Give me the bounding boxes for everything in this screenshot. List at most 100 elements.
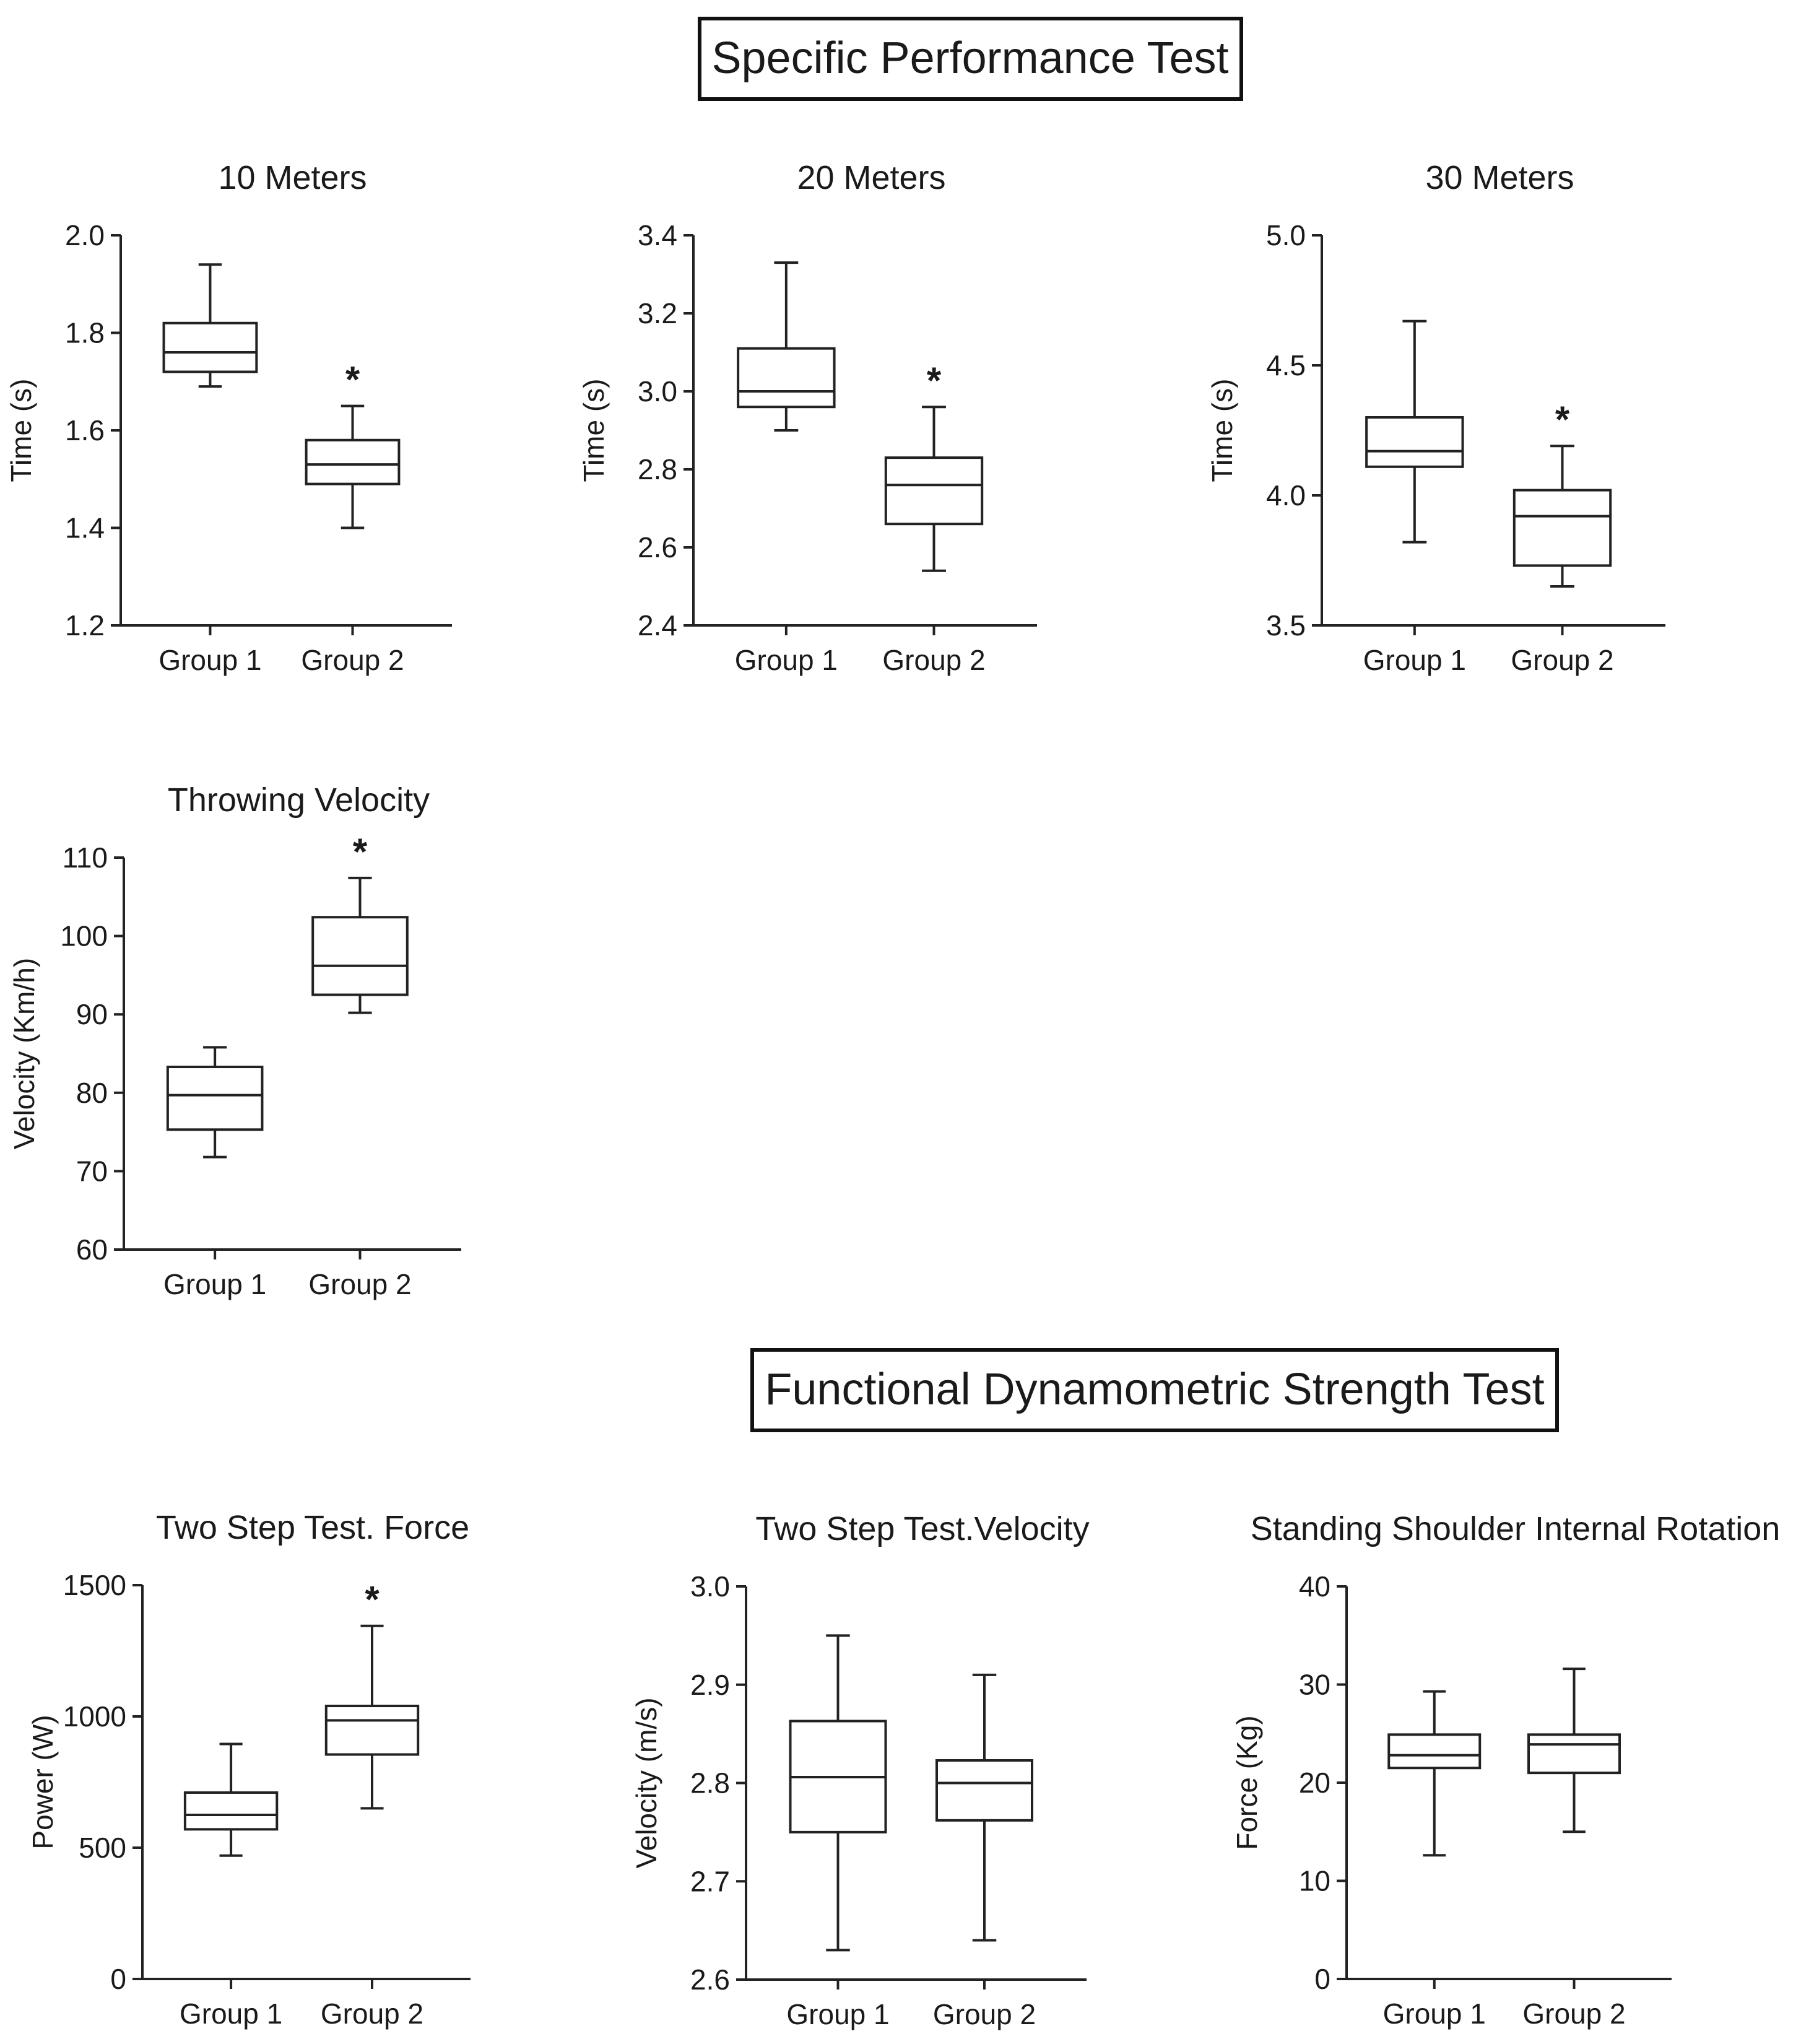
iqr-box [311,916,409,996]
significance-marker: * [345,359,360,401]
box-group-1 [737,261,836,432]
x-tick-label: Group 1 [735,644,838,676]
iqr-box [1527,1733,1621,1775]
y-tick-label: 5.0 [1266,219,1306,251]
y-tick-label: 100 [60,920,108,952]
y-tick-label: 1.8 [65,317,105,349]
chart-title: 20 Meters [797,159,945,196]
section-title-specific: Specific Performance Test [711,33,1228,83]
x-tick-label: Group 1 [158,644,261,676]
x-tick-label: Group 1 [1363,644,1466,676]
y-tick-label: 0 [110,1963,126,1995]
y-tick-label: 500 [79,1832,126,1864]
y-tick-label: 0 [1314,1963,1330,1995]
y-tick-label: 2.6 [638,531,677,563]
y-tick-label: 3.0 [690,1570,730,1603]
box-group-1 [789,1634,887,1952]
box-group-1 [183,1742,279,1857]
y-tick-label: 60 [76,1233,108,1266]
x-tick-label: Group 2 [1522,1998,1625,2030]
iqr-box [162,321,258,373]
y-tick-label: 1000 [63,1700,126,1733]
x-tick-label: Group 2 [882,644,985,676]
y-tick-label: 40 [1299,1570,1330,1603]
y-tick-label: 90 [76,998,108,1030]
box-group-1 [1387,1690,1482,1857]
iqr-box [737,347,836,409]
x-tick-label: Group 2 [321,1998,423,2030]
y-tick-label: 2.8 [690,1767,730,1799]
chart-title: Standing Shoulder Internal Rotation [1251,1510,1781,1547]
box-group-2: * [305,359,401,529]
box-group-2: * [884,360,984,572]
y-axis-label: Time (s) [1206,379,1238,482]
significance-marker: * [353,831,368,872]
iqr-box [935,1759,1033,1822]
y-axis-label: Time (s) [5,379,37,482]
chart-two-step-force: Two Step Test. Force Power (W) 0 500 1000 150… [27,1509,471,2030]
chart-shoulder-internal-rotation: Standing Shoulder Internal Rotation Force… [1231,1510,1780,2030]
chart-title: Two Step Test. Force [156,1509,469,1546]
y-tick-label: 3.5 [1266,609,1306,641]
chart-title: 10 Meters [218,159,367,196]
y-tick-label: 3.4 [638,219,677,251]
iqr-box [324,1705,420,1756]
y-tick-label: 110 [63,842,108,874]
section-frame-functional [750,1348,1559,1432]
iqr-box [884,456,984,526]
x-tick-label: Group 1 [1383,1998,1486,2030]
x-tick-label: Group 2 [308,1268,411,1300]
chart-30-meters: 30 Meters Time (s) 3.5 4.0 4.5 5.0 Group 1 * Gro… [1206,159,1665,676]
y-tick-label: 3.0 [638,375,677,407]
y-tick-label: 4.5 [1266,349,1306,381]
chart-throwing-velocity: Throwing Velocity Velocity (Km/h) 60 70 80 90… [8,781,461,1300]
box-group-2: * [324,1579,420,1810]
box-group-2 [1527,1668,1621,1833]
y-tick-label: 2.4 [638,609,677,641]
x-tick-label: Group 1 [163,1268,266,1300]
x-tick-label: Group 2 [301,644,404,676]
y-tick-label: 1.4 [65,512,105,544]
y-tick-label: 2.6 [690,1964,730,1996]
section-header-functional: Functional Dynamometric Strength Test [750,1348,1559,1432]
y-axis-label: Power (W) [27,1715,59,1849]
box-group-2: * [311,831,409,1014]
box-group-2: * [1512,399,1612,588]
y-tick-label: 1.6 [65,414,105,446]
box-group-1 [162,263,258,388]
box-group-2 [935,1673,1033,1942]
y-axis-label: Velocity (Km/h) [8,958,40,1149]
iqr-box [166,1066,264,1131]
y-tick-label: 80 [76,1077,108,1109]
y-tick-label: 2.8 [638,453,677,485]
box-group-1 [166,1046,264,1159]
x-tick-label: Group 1 [180,1998,282,2030]
y-tick-label: 10 [1299,1865,1330,1897]
y-tick-label: 30 [1299,1669,1330,1701]
iqr-box [1365,416,1464,468]
y-tick-label: 3.2 [638,297,677,329]
section-title-functional: Functional Dynamometric Strength Test [765,1365,1544,1414]
y-tick-label: 2.7 [690,1865,730,1897]
chart-title: Throwing Velocity [168,781,430,819]
x-tick-label: Group 1 [786,1998,889,2030]
x-tick-label: Group 2 [1511,644,1613,676]
y-tick-label: 70 [76,1155,108,1187]
chart-10-meters: 10 Meters Time (s) 1.2 1.4 1.6 1.8 2.0 Group 1 *… [5,159,452,676]
chart-title: 30 Meters [1425,159,1574,196]
y-tick-label: 4.0 [1266,479,1306,511]
iqr-box [305,438,401,485]
box-group-1 [1365,320,1464,544]
section-header-specific: Specific Performance Test [698,17,1243,101]
y-tick-label: 2.0 [65,219,105,251]
significance-marker: * [1555,399,1570,440]
y-axis-label: Time (s) [578,379,610,482]
section-frame-specific [698,17,1243,101]
x-tick-label: Group 2 [933,1998,1036,2030]
chart-title: Two Step Test.Velocity [755,1510,1089,1547]
iqr-box [183,1791,279,1831]
iqr-box [1387,1733,1482,1770]
y-tick-label: 1.2 [65,609,105,641]
y-tick-label: 2.9 [690,1669,730,1701]
